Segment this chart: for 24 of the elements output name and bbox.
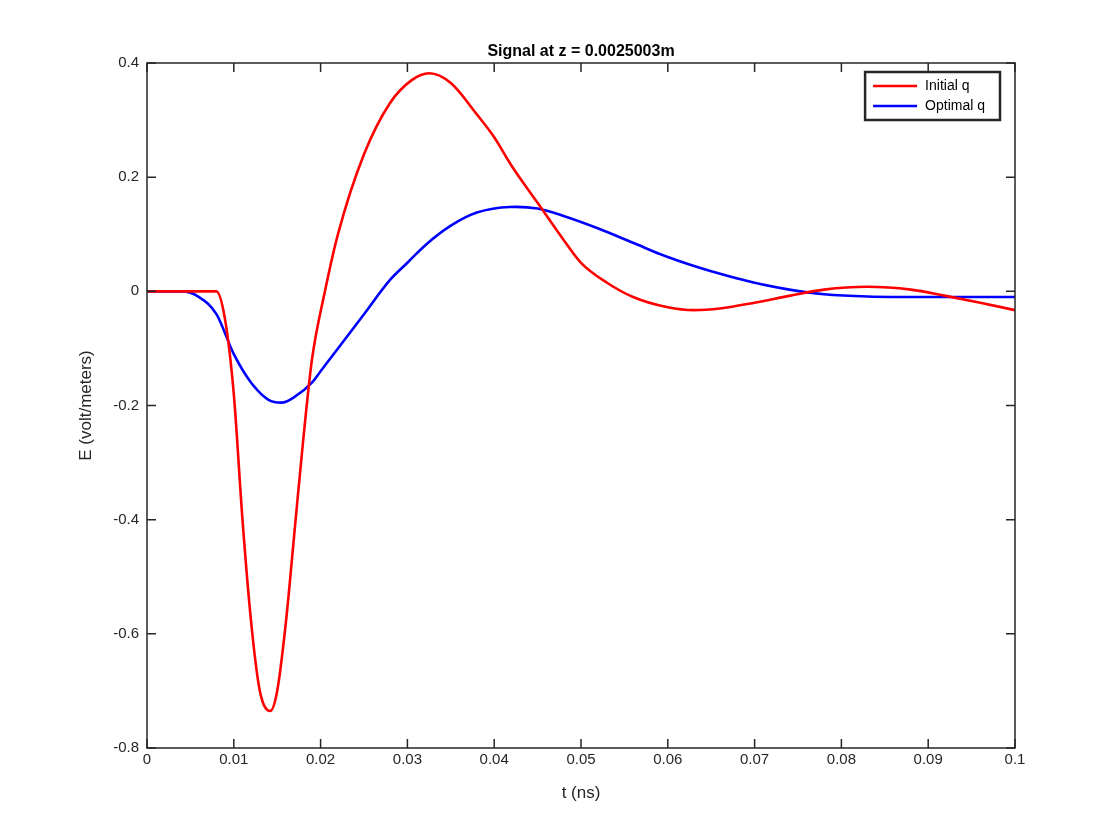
y-tick-label: 0.2 — [118, 167, 139, 185]
y-tick-label: 0 — [130, 281, 139, 299]
legend-label: Optimal q — [925, 96, 986, 113]
y-tick-label: -0.6 — [113, 623, 139, 641]
legend-label: Initial q — [925, 76, 970, 93]
x-tick-label: 0.01 — [219, 750, 249, 768]
x-tick-label: 0.08 — [826, 750, 856, 768]
y-tick-label: -0.2 — [113, 395, 139, 413]
x-tick-label: 0.04 — [479, 750, 509, 768]
y-axis-title: E (volt/meters) — [75, 350, 95, 461]
x-tick-label: 0.02 — [306, 750, 336, 768]
x-axis-title: t (ns) — [561, 783, 601, 803]
x-tick-label: 0.03 — [392, 750, 422, 768]
y-tick-label: 0.4 — [118, 53, 139, 71]
x-tick-label: 0.09 — [913, 750, 943, 768]
x-tick-label: 0.05 — [566, 750, 596, 768]
x-tick-label: 0.06 — [653, 750, 683, 768]
x-tick-label: 0.07 — [740, 750, 770, 768]
x-tick-label: 0 — [142, 750, 152, 768]
x-tick-label: 0.1 — [1004, 750, 1026, 768]
y-tick-label: -0.8 — [113, 738, 139, 756]
y-tick-label: -0.4 — [113, 509, 139, 527]
line-series — [147, 71, 1015, 713]
chart-title: Signal at z = 0.0025003m — [487, 42, 675, 60]
